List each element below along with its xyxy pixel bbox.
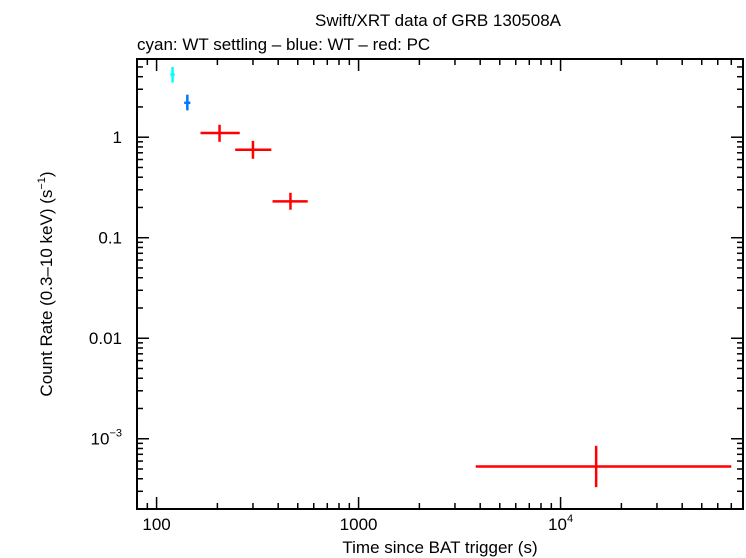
x-axis-label: Time since BAT trigger (s) [342, 538, 537, 557]
x-tick-label: 100 [142, 515, 170, 534]
y-tick-label: 0.01 [89, 329, 122, 348]
y-axis-label-main: Count Rate (0.3–10 keV) (s [37, 190, 56, 397]
x-tick-label: 1000 [340, 515, 378, 534]
y-axis-label: Count Rate (0.3–10 keV) (s−1) [36, 171, 56, 396]
y-axis-label-exponent: −1 [36, 177, 48, 190]
y-tick-label: 1 [113, 128, 122, 147]
data-point [200, 124, 240, 142]
axis-ticks [136, 58, 744, 510]
data-point [272, 192, 308, 210]
data-point [170, 66, 175, 83]
axis-tick-labels: 100 1000 104 1 0.1 0.01 10−3 [89, 128, 573, 534]
chart-title: Swift/XRT data of GRB 130508A [315, 11, 562, 30]
data-point [475, 445, 732, 488]
chart-subtitle: cyan: WT settling – blue: WT – red: PC [137, 35, 430, 54]
y-tick-label: 10−3 [91, 428, 122, 449]
data-point [184, 94, 191, 111]
data-points [170, 66, 732, 488]
y-axis-label-close: ) [37, 171, 56, 177]
x-tick-label: 104 [548, 513, 573, 534]
y-tick-label: 0.1 [98, 229, 122, 248]
plot-frame [136, 58, 744, 510]
data-point [235, 140, 272, 159]
